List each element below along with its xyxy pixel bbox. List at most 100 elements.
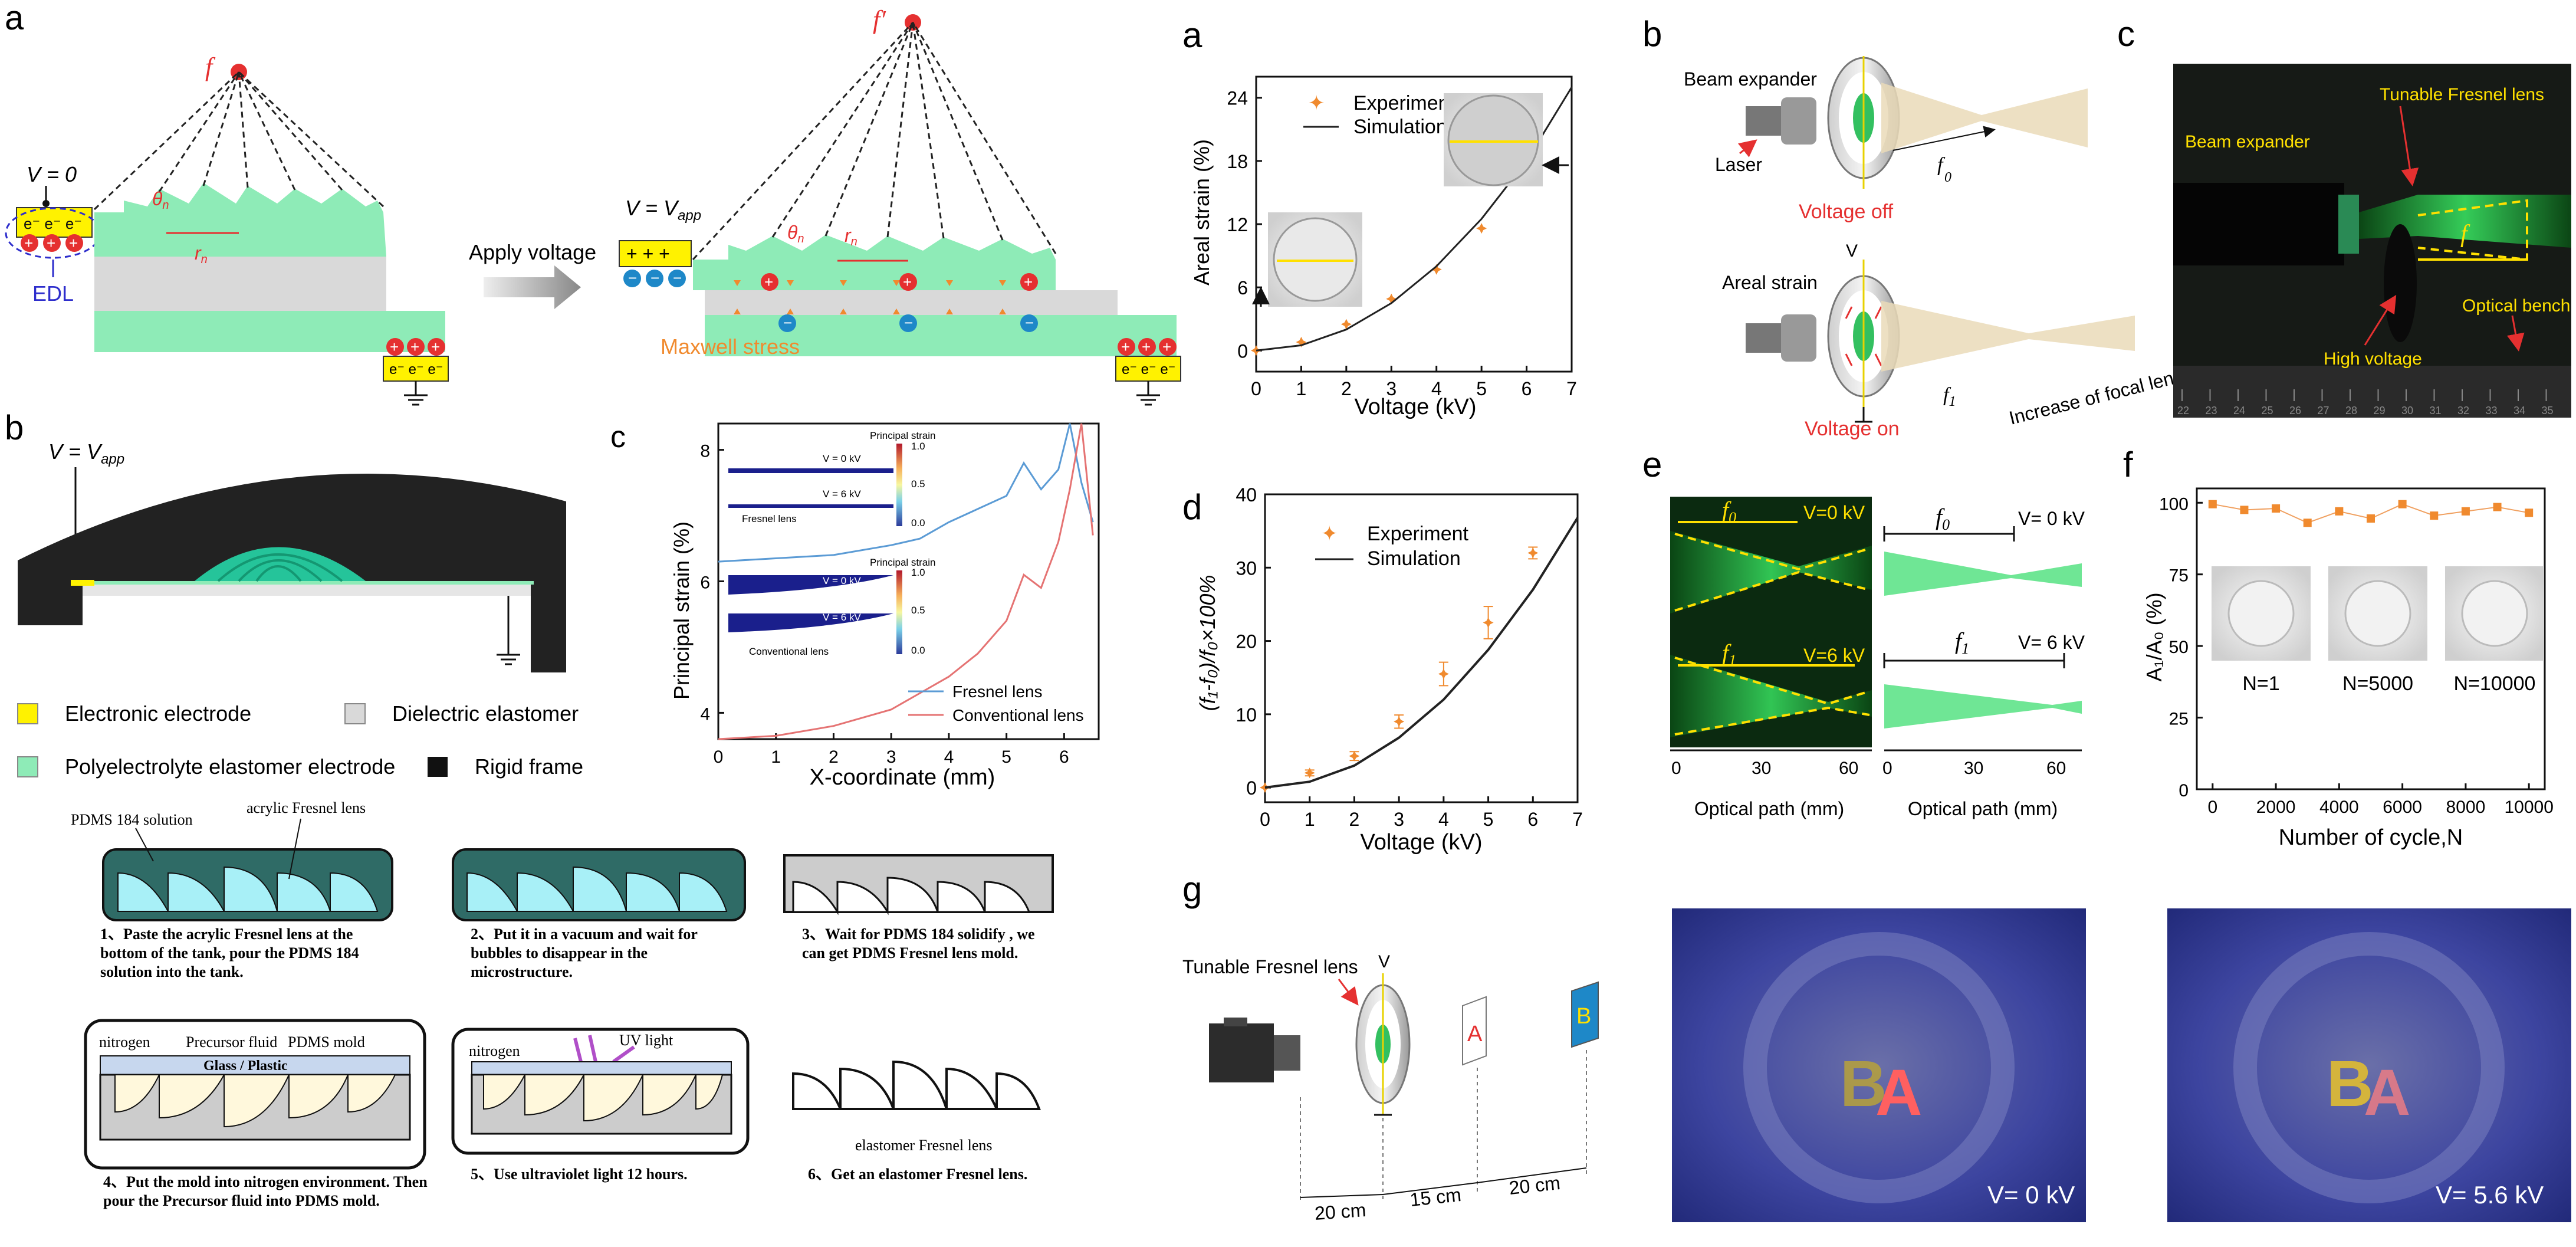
panel-c-left: c Principal strain (%) X-coordinate (mm)… — [610, 420, 1100, 790]
top-electrode-right — [619, 240, 692, 267]
data-point — [2461, 507, 2470, 516]
beam-off — [1881, 83, 2088, 153]
x-tick-label: 6 — [1522, 378, 1532, 399]
rays-v0 — [1884, 552, 2082, 596]
chart-d-ylabel: (f₁-f₀)/f₀×100% — [1195, 575, 1220, 711]
inset-title-bot: Principal strain — [870, 557, 936, 568]
maxwell-arrows — [734, 268, 1006, 326]
photo-letter-b2: B — [2327, 1048, 2373, 1120]
legend-swatch-dielectric — [344, 703, 366, 724]
theta-label: θn — [152, 188, 169, 212]
ruler-label: 27 — [2318, 405, 2329, 416]
glass-label: Glass / Plastic — [203, 1058, 288, 1074]
v0-sim: V= 0 kV — [2018, 508, 2085, 529]
y-tick-label: 40 — [1236, 484, 1257, 506]
x-tick-label: 5 — [1483, 809, 1494, 830]
acrylic-lens-label: acrylic Fresnel lens — [247, 799, 366, 816]
areal-strain-label: Areal strain — [1722, 272, 1818, 293]
x-tick-label: 6000 — [2383, 798, 2422, 817]
xtick-e2-30: 30 — [1964, 759, 1983, 778]
ruler-label: 34 — [2513, 405, 2525, 416]
panel-label: a — [1182, 15, 1202, 55]
photo-letter-b: B — [1840, 1048, 1887, 1120]
chart-f-series — [2208, 500, 2534, 527]
legend-electrode: Electronic electrode — [65, 701, 251, 726]
ruler-label: 32 — [2457, 405, 2469, 416]
f-label: f — [205, 52, 216, 81]
dielectric-elastomer — [94, 257, 386, 311]
data-point — [1476, 223, 1487, 234]
colorbar-bot — [896, 570, 902, 654]
inset-v0-bot: V = 0 kV — [823, 575, 861, 586]
laser-beam-photo — [2359, 195, 2571, 248]
dist-1: 20 cm — [1314, 1199, 1366, 1224]
y-tick-label: 0 — [1237, 340, 1248, 362]
tunable-label: Tunable Fresnel lens — [1182, 956, 1358, 977]
photo-v0-label: V= 0 kV — [1987, 1181, 2075, 1209]
inset-v6-bot: V = 6 kV — [823, 612, 861, 623]
chart-a-legend: ✦ Experiment Simulation — [1303, 92, 1455, 138]
maxwell-stress-label: Maxwell stress — [661, 334, 800, 359]
v0-dot — [42, 200, 50, 207]
chart-f-axes: 0 2000 4000 6000 8000 10000 0 25 50 75 100 — [2159, 494, 2554, 817]
inset-conv-v6 — [728, 613, 893, 632]
beam-expander-1 — [1781, 97, 1816, 145]
laser-body — [1746, 106, 1781, 136]
dielectric-elastomer-right — [705, 290, 1118, 315]
y-tick-label: 25 — [2169, 710, 2189, 729]
cb-top-1: 1.0 — [911, 441, 925, 452]
legend-swatch-electrode — [17, 703, 38, 724]
xlabel-e2: Optical path (mm) — [1908, 798, 2058, 819]
panel-label: b — [1642, 14, 1662, 54]
svg-text:−: − — [628, 269, 637, 287]
svg-text:−: − — [650, 269, 659, 287]
svg-text:−: − — [1025, 314, 1034, 332]
cb-bot-3: 0.0 — [911, 645, 925, 656]
x-tick-label: 0 — [2207, 798, 2217, 817]
data-point — [1483, 617, 1494, 628]
y-tick-label: 8 — [700, 442, 710, 461]
electrons-bottom-right: e⁻ e⁻ e⁻ — [1122, 362, 1175, 378]
chart-c-inset: Principal strain V = 0 kV V = 6 kV Fresn… — [728, 430, 936, 657]
focal-rays-left — [93, 71, 385, 211]
pdms-mold-label: PDMS mold — [288, 1033, 365, 1051]
legend-fresnel: Fresnel lens — [952, 682, 1043, 701]
rays-v6 — [1884, 684, 2082, 728]
y-tick-label: 75 — [2169, 566, 2189, 586]
svg-text:+: + — [764, 273, 773, 291]
data-point — [1340, 319, 1352, 330]
legend-marker-exp: ✦ — [1321, 523, 1338, 545]
y-tick-label: 6 — [1237, 277, 1248, 298]
lens-photo — [2384, 224, 2417, 342]
v6-sim: V= 6 kV — [2018, 632, 2085, 653]
inset-label-n10000: N=10000 — [2454, 672, 2536, 695]
chart-f-xlabel: Number of cycle,N — [2279, 825, 2463, 850]
svg-text:+: + — [1121, 338, 1130, 356]
chart-a-xlabel: Voltage (kV) — [1355, 395, 1477, 419]
svg-text:+: + — [1142, 338, 1151, 356]
rn-label: rn — [195, 242, 208, 266]
step1-text-box: 1、Paste the acrylic Fresnel lens at the … — [100, 926, 359, 980]
data-point — [2430, 511, 2439, 520]
y-tick-label: 18 — [1227, 151, 1248, 172]
y-tick-label: 12 — [1227, 214, 1248, 235]
polyelectrolyte-layer-top — [94, 183, 386, 257]
inset-v6-top: V = 6 kV — [823, 488, 861, 500]
theta-label-right: θn — [787, 222, 804, 245]
dielectric-membrane — [83, 581, 531, 596]
chart-d-legend: ✦ Experiment Simulation — [1315, 523, 1469, 570]
fresnel-3d — [195, 547, 366, 581]
panel-c-right: c 22 23 24 25 26 27 28 29 30 31 32 33 34 35 Beam expa… — [2117, 14, 2571, 418]
letter-b: B — [1576, 1004, 1591, 1029]
dim-lines — [1300, 1167, 1587, 1198]
plus-charges-bottom: + + + — [386, 338, 445, 356]
chart-c-axes: 0 1 2 3 4 5 6 4 6 8 — [700, 442, 1069, 767]
f1-label: f1 — [1943, 384, 1956, 409]
y-tick-label: 10 — [1236, 704, 1257, 726]
svg-text:+: + — [47, 234, 55, 252]
x-tick-label: 6 — [1527, 809, 1538, 830]
optical-bench-photo — [2173, 366, 2571, 418]
dist-2: 15 cm — [1409, 1184, 1462, 1210]
data-point — [2398, 500, 2407, 508]
y-tick-label: 4 — [700, 704, 710, 724]
